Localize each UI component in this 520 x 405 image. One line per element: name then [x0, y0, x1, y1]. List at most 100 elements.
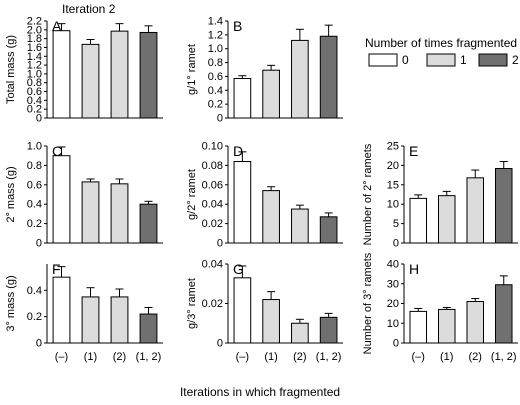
x-tick-label: (–): [55, 351, 68, 363]
y-tick-label: 20: [387, 298, 399, 310]
panel-letter-h: H: [409, 261, 419, 277]
panel-letter-f: F: [52, 261, 61, 277]
bar-d-2: [291, 208, 309, 244]
panel-letter-g: G: [233, 261, 244, 277]
y-axis-label: g/2° ramet: [186, 169, 198, 220]
y-tick-label: 2.2: [27, 16, 42, 28]
legend-label: 2: [512, 53, 519, 67]
y-axis-label: 2° mass (g): [5, 166, 17, 222]
y-axis-label: g/3° ramet: [186, 278, 198, 329]
y-tick-label: 0.4: [208, 85, 223, 97]
y-tick-label: 1.0: [208, 43, 223, 55]
x-tick-label: (–): [236, 351, 249, 363]
y-tick-label: 1.6: [27, 42, 42, 54]
bar-c-2: [110, 183, 129, 244]
panel-c: 0 0.2 0.4 0.6 0.8 1.0 2° mass (g) C: [5, 141, 163, 250]
bar-h-1: [437, 308, 456, 344]
x-tick-label: (1, 2): [491, 351, 517, 363]
legend: Number of times fragmented 0 1 2: [365, 36, 519, 67]
panel-letter-e: E: [409, 143, 418, 159]
bar-d-1: [262, 190, 280, 244]
x-tick-label: (1, 2): [316, 351, 342, 363]
y-tick-label: 0.2: [27, 311, 42, 323]
y-axis-label: g/1° ramet: [186, 44, 198, 95]
y-tick-label: 0: [217, 338, 223, 350]
bar-d-0: [233, 161, 252, 244]
y-tick-label: 1.2: [208, 29, 223, 41]
legend-swatch: [426, 53, 456, 67]
y-tick-label: 0.2: [208, 99, 223, 111]
panel-letter-b: B: [233, 18, 242, 34]
bar-g-0: [233, 277, 252, 344]
bar-f-3: [139, 313, 158, 344]
bar-c-1: [81, 181, 100, 244]
y-tick-label: 0: [393, 238, 399, 250]
y-tick-label: 0: [36, 238, 42, 250]
x-tick-label: (1, 2): [136, 351, 162, 363]
y-tick-label: 2.0: [27, 24, 42, 36]
x-tick-label: (2): [113, 351, 126, 363]
y-tick-label: 0.6: [208, 71, 223, 83]
y-tick-label: 25: [387, 141, 399, 153]
y-tick-label: 1.8: [27, 33, 42, 45]
bar-a-1: [81, 43, 100, 119]
y-tick-label: 1.0: [27, 141, 42, 153]
y-tick-label: 0.08: [202, 160, 223, 172]
shared-x-axis-label: Iterations in which fragmented: [179, 385, 341, 399]
y-tick-label: 0.4: [27, 199, 42, 211]
y-tick-label: 40: [387, 259, 399, 271]
y-tick-label: 0.4: [27, 285, 42, 297]
bar-b-3: [319, 35, 338, 119]
bar-a-0: [52, 30, 71, 119]
y-tick-label: 10: [387, 199, 399, 211]
page-title: Iteration 2: [62, 2, 116, 16]
panel-a: 00.20.40.60.81.01.21.41.61.82.02.2 Total …: [5, 16, 163, 125]
y-tick-label: 0.2: [27, 104, 42, 116]
panel-letter-c: C: [52, 143, 62, 159]
bar-e-2: [466, 177, 485, 244]
panel-f: 0 0.2 0.4 3° mass (g) (–) (1) (2) (1, 2) F: [5, 261, 163, 363]
bar-a-2: [110, 30, 129, 119]
bar-g-2: [291, 322, 309, 344]
legend-label: 1: [460, 53, 467, 67]
y-axis-label: 3° mass (g): [5, 275, 17, 331]
bar-f-2: [110, 296, 129, 344]
x-tick-label: (–): [412, 351, 425, 363]
x-tick-label: (2): [469, 351, 482, 363]
bar-h-2: [466, 301, 485, 344]
bar-c-3: [139, 203, 158, 244]
y-tick-label: 0.8: [208, 57, 223, 69]
bar-e-1: [437, 195, 456, 244]
x-tick-label: (1): [264, 351, 277, 363]
y-tick-label: 0: [36, 113, 42, 125]
bar-b-1: [262, 69, 280, 119]
bar-b-2: [291, 39, 309, 119]
y-tick-label: 0: [36, 338, 42, 350]
y-tick-label: 0.02: [202, 218, 223, 230]
panel-g: 0 0.02 0.04 g/3° ramet (–) (1) (2) (1, 2) G: [186, 259, 343, 363]
panel-b: 0 0.2 0.4 0.6 0.8 1.0 1.21.4 g/1° ramet B: [186, 16, 343, 125]
panel-d: 0 0.02 0.04 0.06 0.08 0.10 g/2° ramet D: [186, 141, 343, 250]
y-tick-label: 0.6: [27, 179, 42, 191]
y-tick-label: 0.2: [27, 218, 42, 230]
y-axis-label: Total mass (g): [5, 35, 17, 104]
y-tick-label: 0.6: [27, 86, 42, 98]
y-tick-label: 10: [387, 318, 399, 330]
y-tick-label: 0.04: [202, 199, 223, 211]
y-tick-label: 0: [217, 238, 223, 250]
bar-e-3: [494, 168, 513, 244]
panel-letter-a: A: [52, 18, 62, 34]
y-tick-label: 0.8: [27, 160, 42, 172]
x-tick-label: (1): [84, 351, 97, 363]
y-tick-label: 20: [387, 160, 399, 172]
y-axis-label: Number of 2° ramets: [362, 143, 374, 245]
panel-e: 0 5 10 15 20 25 Number of 2° ramets E: [362, 141, 518, 250]
y-tick-label: 1.0: [27, 68, 42, 80]
y-tick-label: 5: [393, 218, 399, 230]
y-axis-label: Number of 3° ramets: [362, 252, 374, 354]
y-tick-label: 0.04: [202, 259, 223, 271]
bar-b-0: [233, 78, 252, 119]
bar-g-1: [262, 299, 280, 344]
y-tick-label: 0.4: [27, 95, 42, 107]
